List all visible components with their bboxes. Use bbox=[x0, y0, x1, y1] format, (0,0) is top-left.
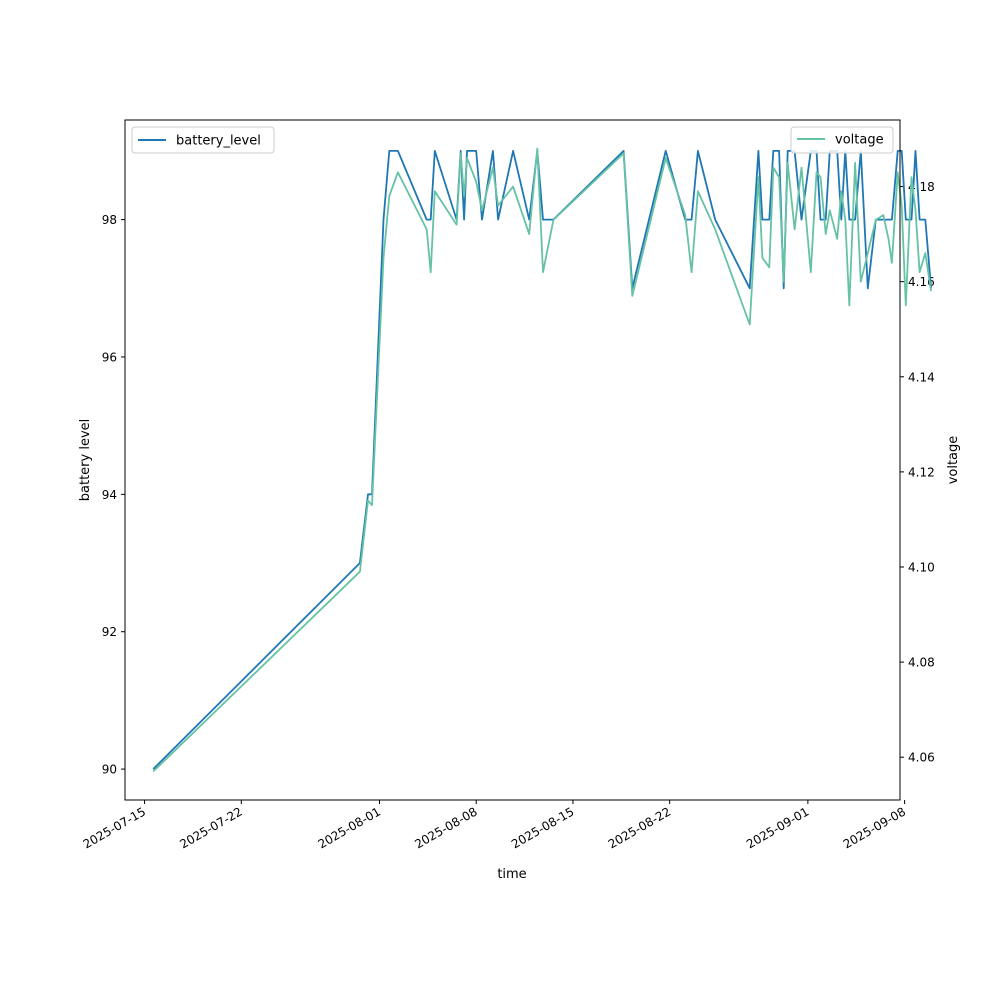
legend-battery-level-label: battery_level bbox=[176, 134, 261, 149]
right-y-tick-label-4: 4.14 bbox=[908, 370, 935, 384]
left-y-axis-title: battery level bbox=[78, 419, 93, 502]
left-y-axis-ticks: 90 92 94 96 98 bbox=[102, 213, 125, 777]
x-axis-title: time bbox=[497, 867, 526, 882]
legend-battery-level-box bbox=[131, 126, 275, 154]
right-y-tick-label-6: 4.18 bbox=[908, 180, 935, 194]
right-y-axis-title: voltage bbox=[946, 436, 961, 485]
right-y-axis-ticks: 4.06 4.08 4.10 4.12 4.14 4.16 4.18 bbox=[900, 180, 935, 765]
legend-voltage-label: voltage bbox=[835, 133, 884, 148]
right-y-tick-label-3: 4.12 bbox=[908, 465, 935, 479]
right-y-tick-label-1: 4.08 bbox=[908, 656, 935, 670]
series-line-voltage bbox=[152, 147, 932, 773]
right-y-tick-label-2: 4.10 bbox=[908, 560, 935, 574]
legend-battery-level: battery_level bbox=[131, 126, 275, 154]
legend-voltage: voltage bbox=[790, 126, 894, 154]
legend-voltage-box bbox=[790, 126, 894, 154]
right-y-tick-label-0: 4.06 bbox=[908, 751, 935, 765]
left-y-tick-label-4: 98 bbox=[102, 213, 117, 227]
left-y-tick-label-2: 94 bbox=[102, 488, 117, 502]
left-y-tick-label-1: 92 bbox=[102, 625, 117, 639]
left-y-tick-label-0: 90 bbox=[102, 763, 117, 777]
plot-frame bbox=[124, 119, 901, 801]
left-y-tick-label-3: 96 bbox=[102, 350, 117, 364]
series-layer bbox=[152, 147, 932, 773]
right-y-tick-label-5: 4.16 bbox=[908, 275, 935, 289]
